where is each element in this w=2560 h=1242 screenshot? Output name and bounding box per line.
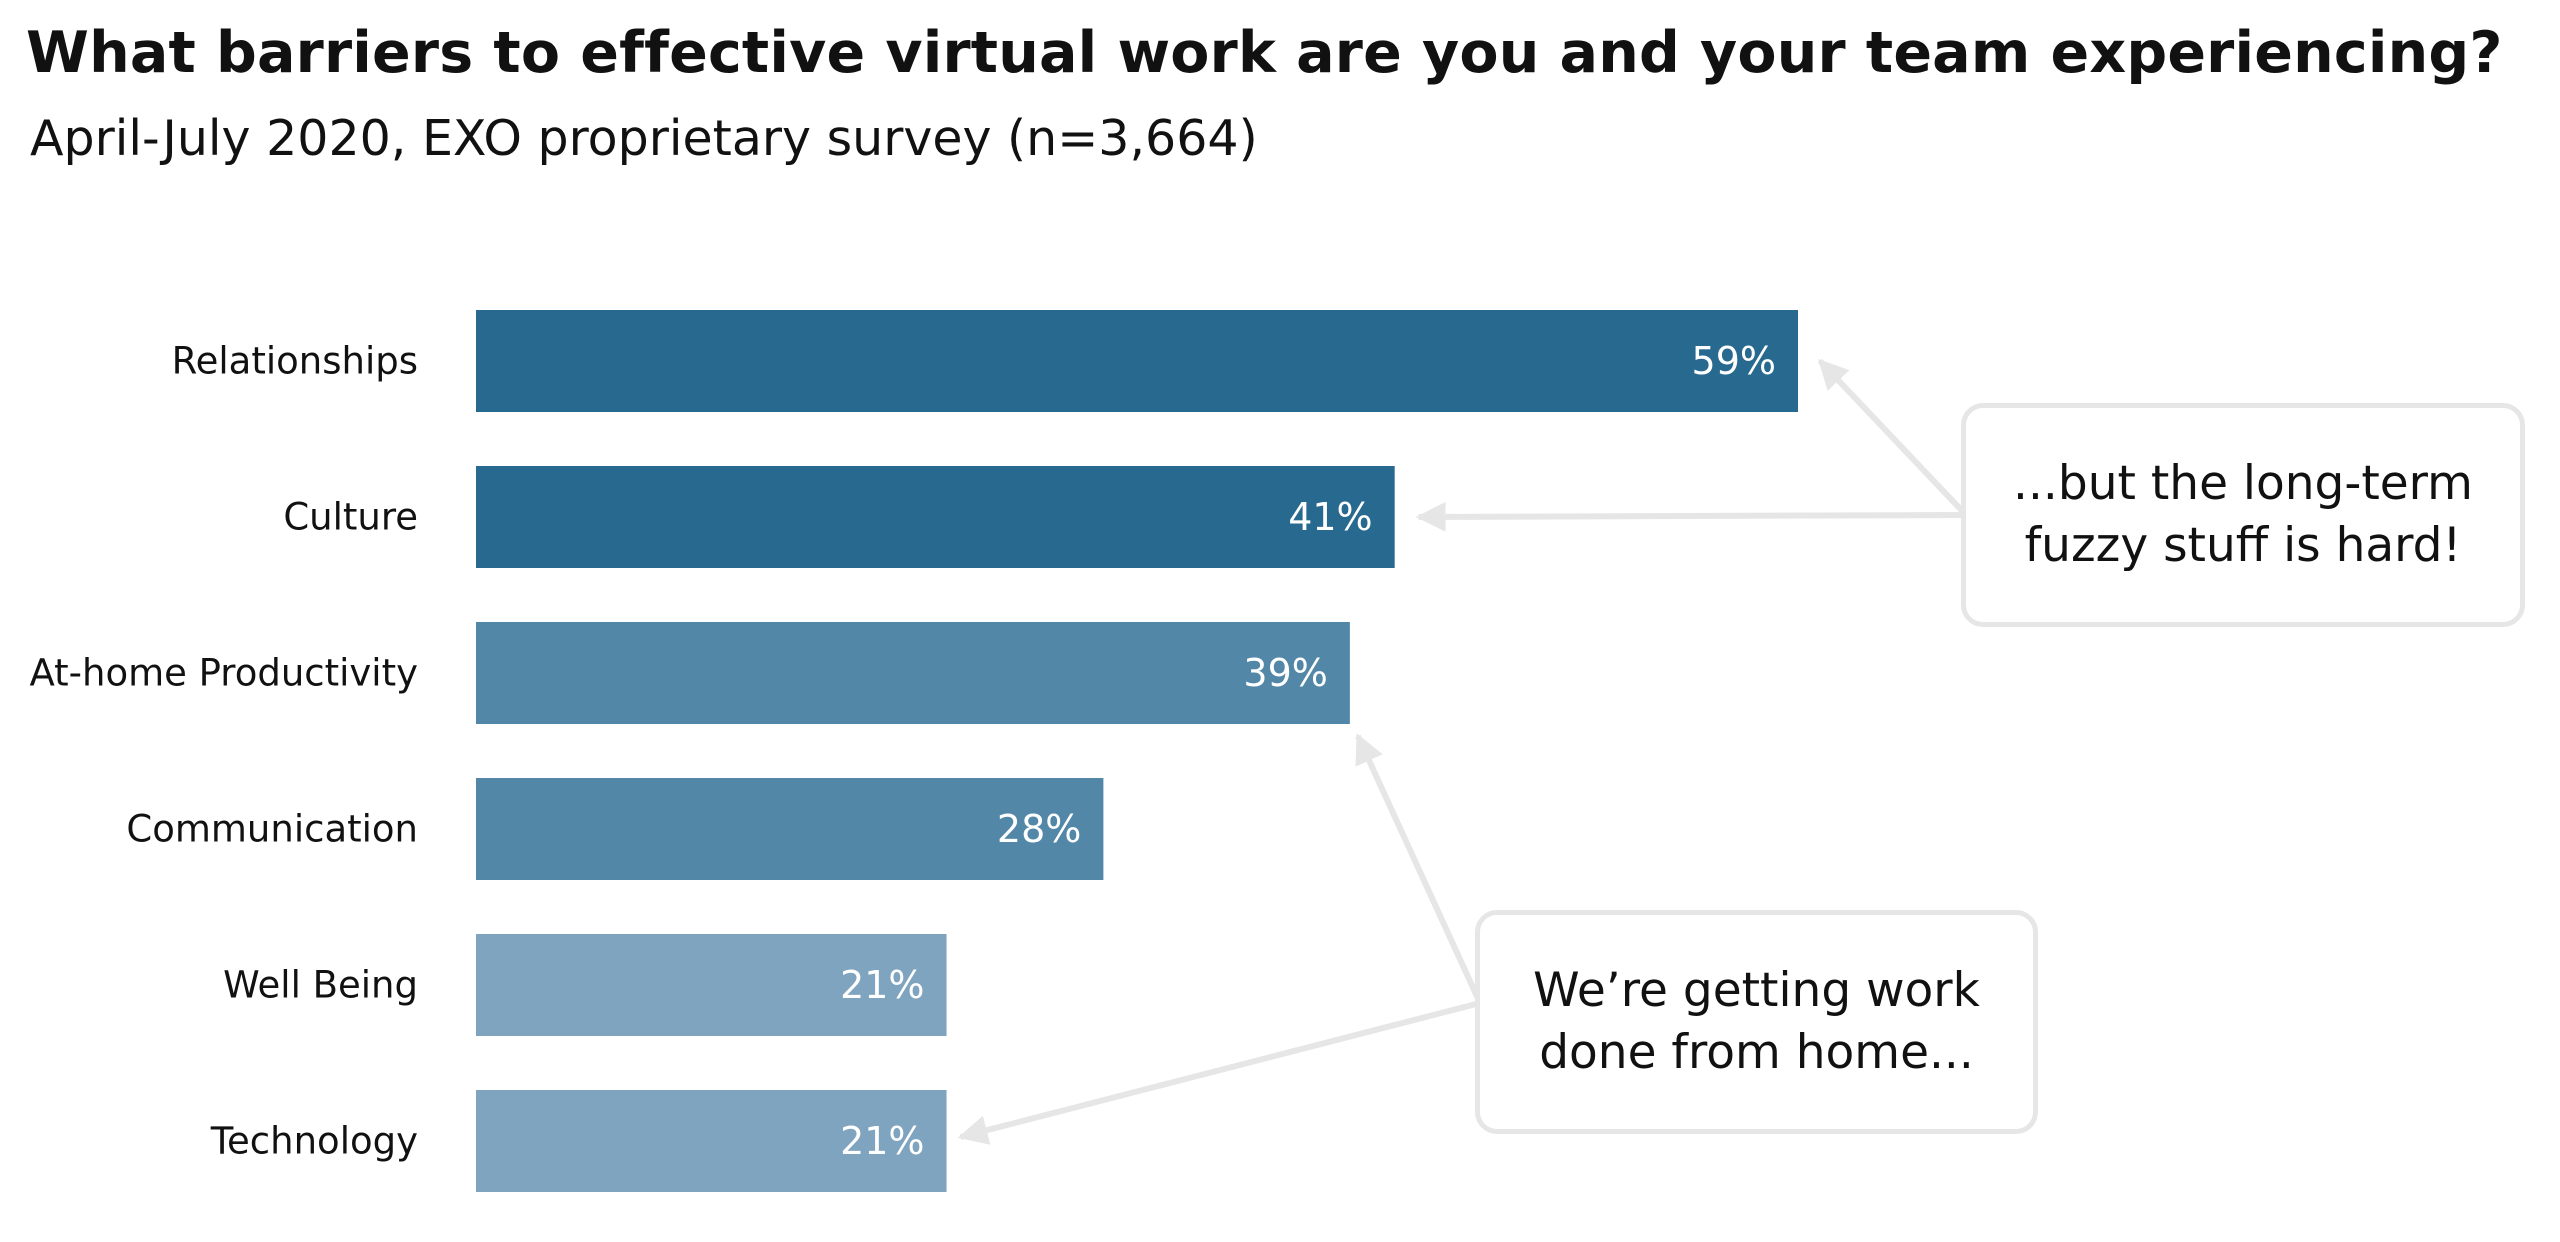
arrow-to-relationships: [1817, 358, 1969, 518]
annotation-1-line-1: ...but the long-term: [2013, 456, 2473, 511]
bar-communication: [476, 778, 1104, 880]
bar-well-being: [476, 934, 947, 1036]
category-label-at-home-productivity: At-home Productivity: [29, 652, 418, 695]
category-label-well-being: Well Being: [223, 964, 418, 1007]
bar-at-home-productivity: [476, 622, 1350, 724]
value-label-culture: 41%: [1288, 495, 1372, 539]
annotation-arrows: [957, 358, 1969, 1145]
arrow-to-at-home-productivity: [1355, 733, 1483, 1005]
category-label-relationships: Relationships: [172, 340, 418, 383]
bar-technology: [476, 1090, 947, 1192]
value-label-at-home-productivity: 39%: [1243, 651, 1327, 695]
annotation-1-line-2: fuzzy stuff is hard!: [2024, 518, 2462, 573]
annotation-callout-2: We’re getting work done from home...: [1475, 910, 2038, 1134]
arrow-to-technology: [957, 1000, 1481, 1145]
chart-subtitle: April-July 2020, EXO proprietary survey …: [30, 110, 1258, 167]
annotation-2-line-1: We’re getting work: [1533, 963, 1980, 1018]
category-label-culture: Culture: [283, 496, 418, 539]
annotation-callout-1: ...but the long-term fuzzy stuff is hard…: [1961, 403, 2525, 627]
value-label-relationships: 59%: [1692, 339, 1776, 383]
chart-title: What barriers to effective virtual work …: [26, 20, 2503, 86]
category-label-technology: Technology: [210, 1120, 418, 1163]
category-label-communication: Communication: [126, 808, 418, 851]
bar-culture: [476, 466, 1395, 568]
value-label-communication: 28%: [997, 807, 1081, 851]
category-labels: Relationships Culture At-home Productivity…: [29, 340, 418, 1163]
value-labels: 59% 41% 39% 28% 21% 21%: [840, 339, 1776, 1163]
value-label-well-being: 21%: [840, 963, 924, 1007]
bars: [476, 310, 1798, 1192]
value-label-technology: 21%: [840, 1119, 924, 1163]
arrow-to-culture: [1415, 501, 1967, 532]
annotation-2-line-2: done from home...: [1539, 1025, 1974, 1080]
bar-relationships: [476, 310, 1798, 412]
